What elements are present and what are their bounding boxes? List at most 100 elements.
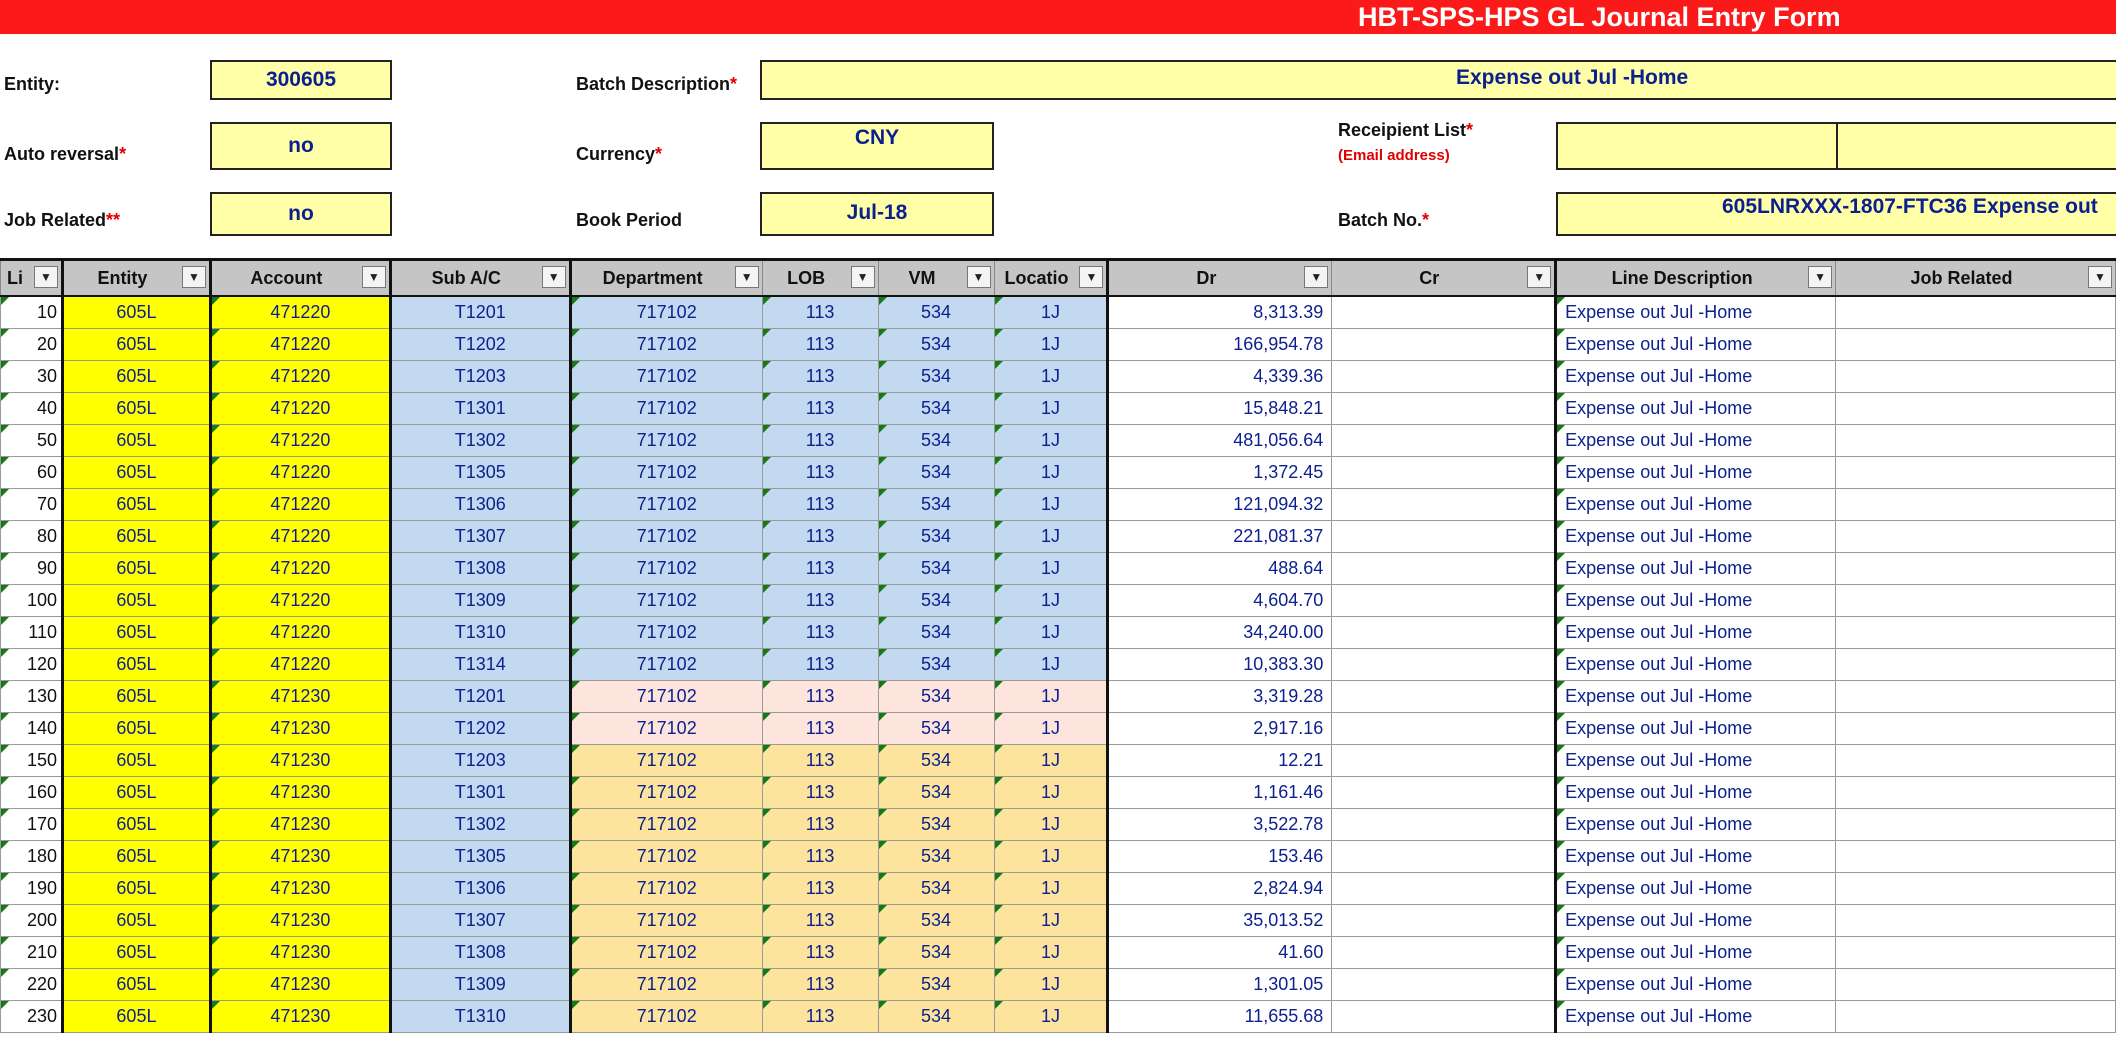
cell-line-description[interactable]: Expense out Jul -Home [1554,968,1837,1001]
cell-vm[interactable]: 534 [877,488,995,521]
cell-department[interactable]: 717102 [568,424,763,457]
cell-sub-account[interactable]: T1202 [388,712,571,745]
cell-cr[interactable] [1331,744,1557,777]
cell-job-related[interactable] [1835,616,2116,649]
cell-entity[interactable]: 605L [60,904,211,937]
cell-location[interactable]: 1J [993,712,1109,745]
cell-lob[interactable]: 113 [761,616,879,649]
cell-entity[interactable]: 605L [60,712,211,745]
cell-sub-account[interactable]: T1310 [388,616,571,649]
auto-reversal-field[interactable]: no [210,122,392,170]
cell-line-description[interactable]: Expense out Jul -Home [1554,616,1837,649]
cell-line[interactable]: 230 [0,1000,63,1033]
cell-account[interactable]: 471230 [208,968,391,1001]
cell-vm[interactable]: 534 [877,392,995,425]
cell-account[interactable]: 471220 [208,584,391,617]
cell-line[interactable]: 100 [0,584,63,617]
cell-line[interactable]: 170 [0,808,63,841]
cell-job-related[interactable] [1835,680,2116,713]
cell-sub-account[interactable]: T1203 [388,744,571,777]
cell-department[interactable]: 717102 [568,360,763,393]
cell-entity[interactable]: 605L [60,456,211,489]
cell-entity[interactable]: 605L [60,872,211,905]
cell-dr[interactable]: 10,383.30 [1106,648,1333,681]
cell-department[interactable]: 717102 [568,456,763,489]
cell-lob[interactable]: 113 [761,424,879,457]
cell-account[interactable]: 471230 [208,1000,391,1033]
cell-department[interactable]: 717102 [568,1000,763,1033]
book-period-field[interactable]: Jul-18 [760,192,994,236]
cell-line-description[interactable]: Expense out Jul -Home [1554,872,1837,905]
cell-cr[interactable] [1331,648,1557,681]
cell-department[interactable]: 717102 [568,936,763,969]
entity-field[interactable]: 300605 [210,60,392,100]
cell-job-related[interactable] [1835,552,2116,585]
cell-vm[interactable]: 534 [877,776,995,809]
cell-cr[interactable] [1331,520,1557,553]
cell-location[interactable]: 1J [993,776,1109,809]
cell-job-related[interactable] [1835,456,2116,489]
cell-job-related[interactable] [1835,840,2116,873]
cell-lob[interactable]: 113 [761,648,879,681]
cell-entity[interactable]: 605L [60,680,211,713]
cell-account[interactable]: 471230 [208,744,391,777]
cell-entity[interactable]: 605L [60,1000,211,1033]
cell-job-related[interactable] [1835,712,2116,745]
filter-dropdown-icon[interactable]: ▼ [181,266,206,288]
cell-entity[interactable]: 605L [60,968,211,1001]
cell-location[interactable]: 1J [993,872,1109,905]
cell-location[interactable]: 1J [993,552,1109,585]
cell-lob[interactable]: 113 [761,968,879,1001]
cell-location[interactable]: 1J [993,392,1109,425]
cell-dr[interactable]: 4,339.36 [1106,360,1333,393]
cell-location[interactable]: 1J [993,840,1109,873]
cell-lob[interactable]: 113 [761,808,879,841]
cell-sub-account[interactable]: T1302 [388,424,571,457]
cell-cr[interactable] [1331,936,1557,969]
cell-location[interactable]: 1J [993,360,1109,393]
cell-line-description[interactable]: Expense out Jul -Home [1554,488,1837,521]
cell-line[interactable]: 120 [0,648,63,681]
cell-sub-account[interactable]: T1301 [388,392,571,425]
filter-dropdown-icon[interactable]: ▼ [1808,266,1833,288]
cell-dr[interactable]: 481,056.64 [1106,424,1333,457]
cell-dr[interactable]: 34,240.00 [1106,616,1333,649]
cell-department[interactable]: 717102 [568,680,763,713]
cell-line[interactable]: 10 [0,295,63,329]
cell-sub-account[interactable]: T1307 [388,520,571,553]
cell-location[interactable]: 1J [993,904,1109,937]
cell-job-related[interactable] [1835,295,2116,329]
cell-line-description[interactable]: Expense out Jul -Home [1554,456,1837,489]
cell-vm[interactable]: 534 [877,712,995,745]
cell-sub-account[interactable]: T1302 [388,808,571,841]
cell-dr[interactable]: 1,301.05 [1106,968,1333,1001]
cell-job-related[interactable] [1835,936,2116,969]
cell-dr[interactable]: 12.21 [1106,744,1333,777]
cell-job-related[interactable] [1835,520,2116,553]
cell-account[interactable]: 471220 [208,520,391,553]
cell-department[interactable]: 717102 [568,392,763,425]
cell-location[interactable]: 1J [993,1000,1109,1033]
cell-vm[interactable]: 534 [877,520,995,553]
cell-department[interactable]: 717102 [568,488,763,521]
cell-cr[interactable] [1331,584,1557,617]
cell-sub-account[interactable]: T1201 [388,295,571,329]
cell-cr[interactable] [1331,392,1557,425]
cell-line[interactable]: 140 [0,712,63,745]
cell-department[interactable]: 717102 [568,295,763,329]
cell-dr[interactable]: 8,313.39 [1106,295,1333,329]
cell-sub-account[interactable]: T1203 [388,360,571,393]
cell-dr[interactable]: 121,094.32 [1106,488,1333,521]
cell-entity[interactable]: 605L [60,616,211,649]
cell-lob[interactable]: 113 [761,744,879,777]
cell-location[interactable]: 1J [993,616,1109,649]
cell-line-description[interactable]: Expense out Jul -Home [1554,360,1837,393]
cell-line-description[interactable]: Expense out Jul -Home [1554,552,1837,585]
batch-no-field[interactable]: 605LNRXXX-1807-FTC36 Expense out [1556,192,2116,236]
cell-lob[interactable]: 113 [761,392,879,425]
cell-location[interactable]: 1J [993,968,1109,1001]
cell-dr[interactable]: 1,372.45 [1106,456,1333,489]
cell-dr[interactable]: 4,604.70 [1106,584,1333,617]
cell-dr[interactable]: 2,824.94 [1106,872,1333,905]
cell-entity[interactable]: 605L [60,776,211,809]
